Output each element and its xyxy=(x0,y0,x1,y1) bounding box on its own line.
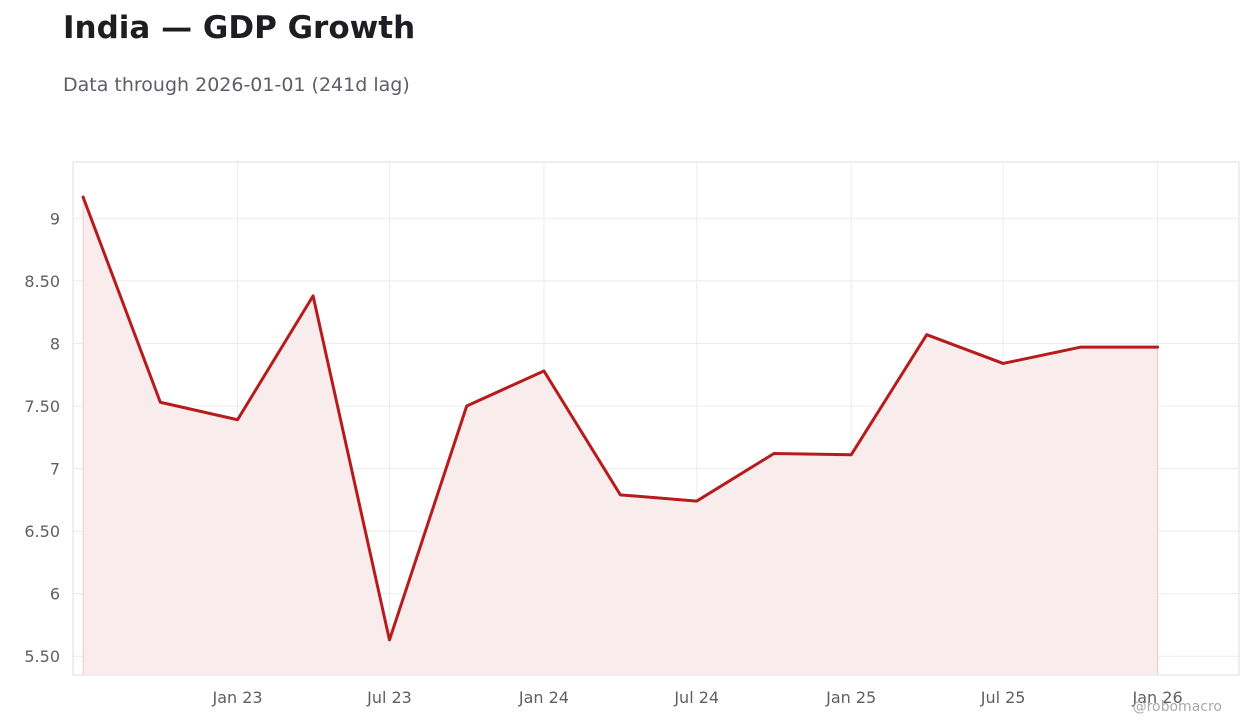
x-tick-label: Jan 24 xyxy=(518,688,569,707)
y-tick-label: 9 xyxy=(50,209,60,228)
series-area-fill xyxy=(83,197,1158,675)
x-tick-label: Jul 25 xyxy=(980,688,1026,707)
data-point[interactable] xyxy=(1075,342,1085,352)
data-point[interactable] xyxy=(615,490,625,500)
chart-title: India — GDP Growth xyxy=(63,10,416,46)
y-tick-label: 5.50 xyxy=(24,647,60,666)
data-point[interactable] xyxy=(462,401,472,411)
data-point[interactable] xyxy=(539,366,549,376)
data-point[interactable] xyxy=(922,330,932,340)
data-point[interactable] xyxy=(384,635,394,645)
x-tick-label: Jan 25 xyxy=(825,688,876,707)
data-point[interactable] xyxy=(998,358,1008,368)
data-point[interactable] xyxy=(78,192,88,202)
x-tick-label: Jan 23 xyxy=(211,688,262,707)
data-point[interactable] xyxy=(308,291,318,301)
chart-subtitle: Data through 2026-01-01 (241d lag) xyxy=(63,74,410,96)
data-point[interactable] xyxy=(233,415,243,425)
y-tick-label: 7 xyxy=(50,460,60,479)
watermark: @robomacro xyxy=(1133,699,1222,715)
data-point[interactable] xyxy=(769,449,779,459)
x-tick-label: Jan 26 xyxy=(1132,688,1183,707)
y-tick-label: 6.50 xyxy=(24,522,60,541)
data-point[interactable] xyxy=(846,450,856,460)
y-tick-label: 7.50 xyxy=(24,397,60,416)
y-tick-label: 6 xyxy=(50,585,60,604)
x-tick-label: Jul 24 xyxy=(673,688,719,707)
x-tick-label: Jul 23 xyxy=(366,688,412,707)
data-point[interactable] xyxy=(1153,342,1163,352)
series-line xyxy=(81,195,1160,642)
y-tick-label: 8 xyxy=(50,334,60,353)
y-tick-label: 8.50 xyxy=(24,272,60,291)
data-point[interactable] xyxy=(155,397,165,407)
data-point[interactable] xyxy=(692,496,702,506)
